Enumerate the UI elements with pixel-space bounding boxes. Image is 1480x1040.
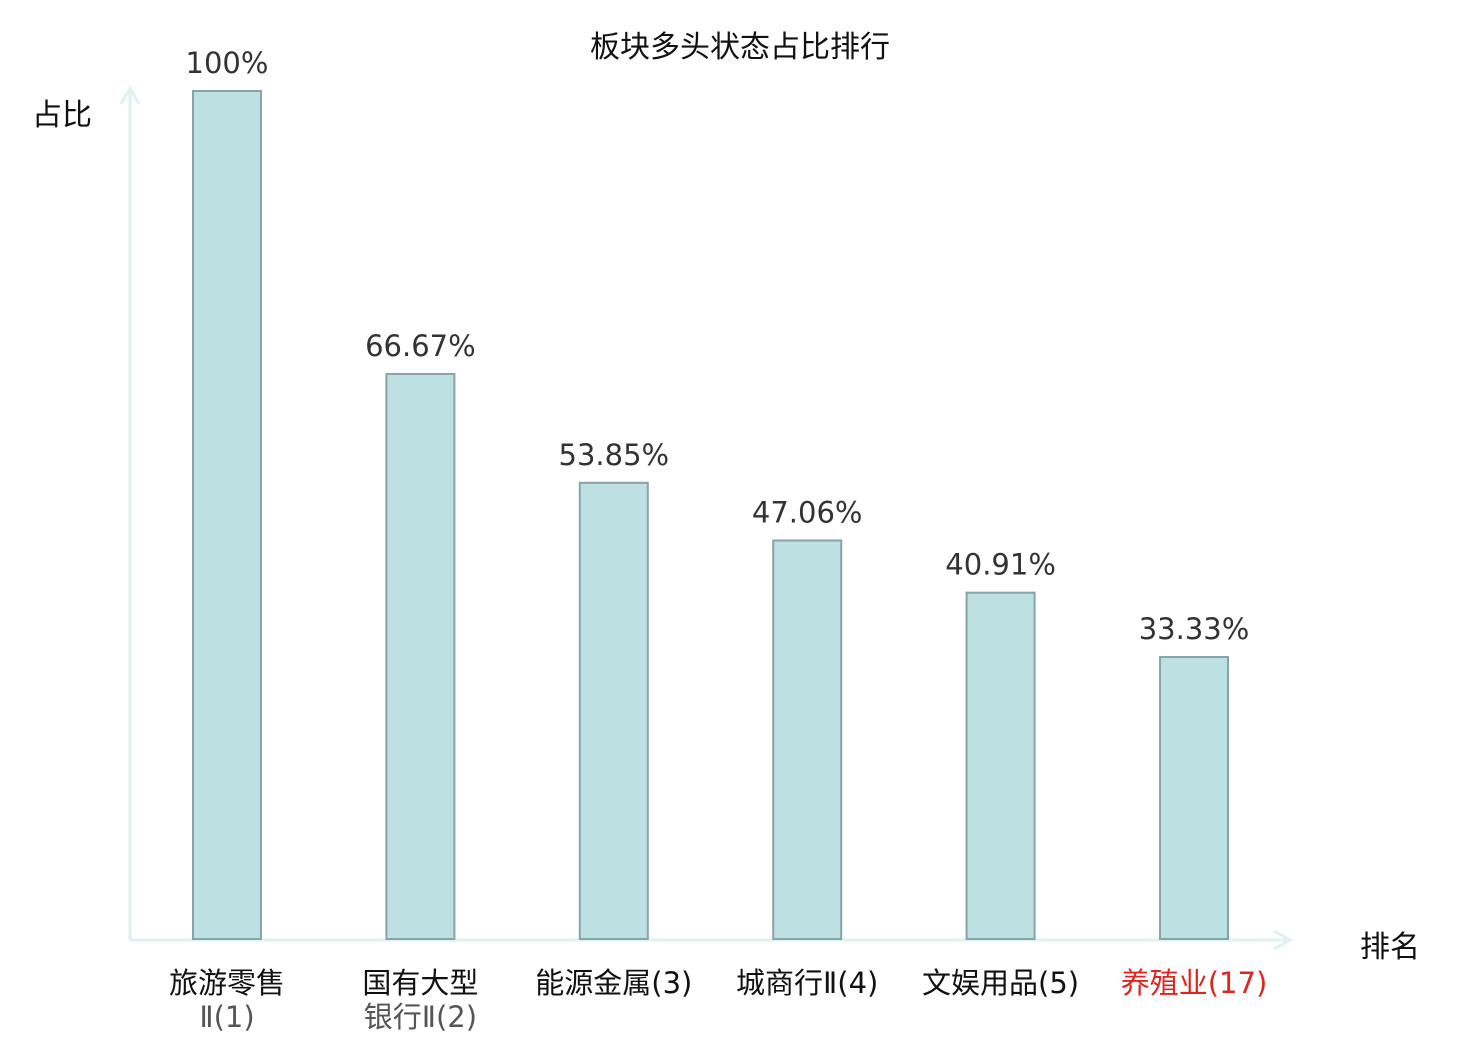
category-label: 城商行Ⅱ(4): [702, 966, 912, 1000]
category-label: 文娱用品(5): [896, 966, 1106, 1000]
value-label: 47.06%: [752, 495, 863, 529]
value-label: 66.67%: [365, 329, 476, 363]
chart-title: 板块多头状态占比排行: [590, 30, 890, 65]
bar: [192, 90, 262, 940]
bar: [385, 372, 456, 941]
category-label: 能源金属(3): [509, 966, 719, 1000]
value-label: 100%: [186, 46, 269, 80]
x-axis-label: 排名: [1360, 930, 1420, 965]
value-label: 40.91%: [945, 548, 1056, 582]
value-label: 53.85%: [559, 438, 670, 472]
category-label: 养殖业(17): [1089, 966, 1299, 1000]
y-axis-label: 占比: [32, 98, 92, 133]
value-label: 33.33%: [1139, 612, 1250, 646]
category-label: 国有大型 银行Ⅱ(2): [315, 966, 525, 1034]
x-axis-arrow: [1273, 929, 1294, 951]
bar: [1159, 656, 1229, 941]
bar: [578, 481, 649, 940]
category-label-line1: 城商行Ⅱ(4): [736, 966, 879, 1000]
category-label-line1: 旅游零售: [168, 966, 285, 1000]
y-axis-arrow: [119, 84, 141, 105]
category-label: 旅游零售 Ⅱ(1): [122, 966, 332, 1034]
category-label-line2: 银行Ⅱ(2): [363, 1000, 478, 1034]
bar: [965, 591, 1036, 940]
category-label-line1: 国有大型: [362, 966, 479, 1000]
category-label-line1: 文娱用品(5): [922, 966, 1080, 1000]
category-label-line1: 能源金属(3): [535, 966, 693, 1000]
category-label-line2: Ⅱ(1): [199, 1000, 255, 1034]
bar: [772, 539, 843, 940]
category-label-line1: 养殖业(17): [1120, 966, 1268, 1000]
